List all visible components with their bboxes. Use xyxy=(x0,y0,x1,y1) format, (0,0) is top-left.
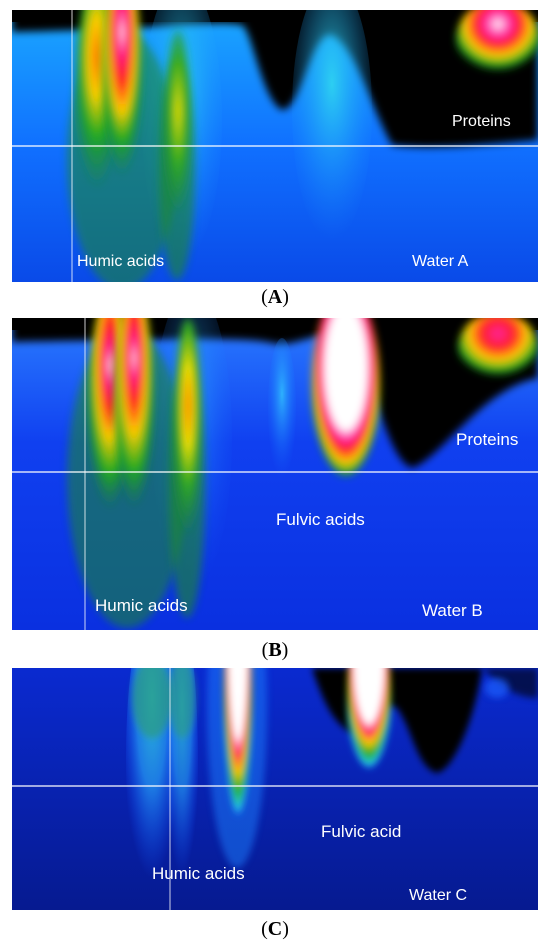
panel-b-heatmap: Humic acids Fulvic acids Proteins Water … xyxy=(12,318,538,630)
label-proteins: Proteins xyxy=(452,113,511,130)
label-proteins: Proteins xyxy=(456,430,519,449)
caption-letter: A xyxy=(267,286,283,308)
panel-c-svg xyxy=(12,668,538,910)
panel-a-svg xyxy=(12,10,538,282)
label-water: Water B xyxy=(422,601,483,620)
panel-a-heatmap: Humic acids Proteins Water A xyxy=(12,10,538,282)
panel-b-svg xyxy=(12,318,538,630)
label-water: Water C xyxy=(409,887,468,904)
panel-c-heatmap: Humic acids Fulvic acid Water C xyxy=(12,668,538,910)
caption-letter: B xyxy=(268,639,282,661)
caption-letter: C xyxy=(267,918,283,940)
label-water: Water A xyxy=(412,253,469,270)
caption-c: (C) xyxy=(261,918,289,940)
label-humic-acids: Humic acids xyxy=(77,253,165,270)
label-fulvic-acid: Fulvic acid xyxy=(321,822,402,841)
caption-a: (A) xyxy=(261,286,289,308)
label-humic-acids: Humic acids xyxy=(95,596,188,615)
caption-b: (B) xyxy=(261,639,289,661)
label-humic-acids: Humic acids xyxy=(152,864,245,883)
label-fulvic-acids: Fulvic acids xyxy=(276,510,365,529)
